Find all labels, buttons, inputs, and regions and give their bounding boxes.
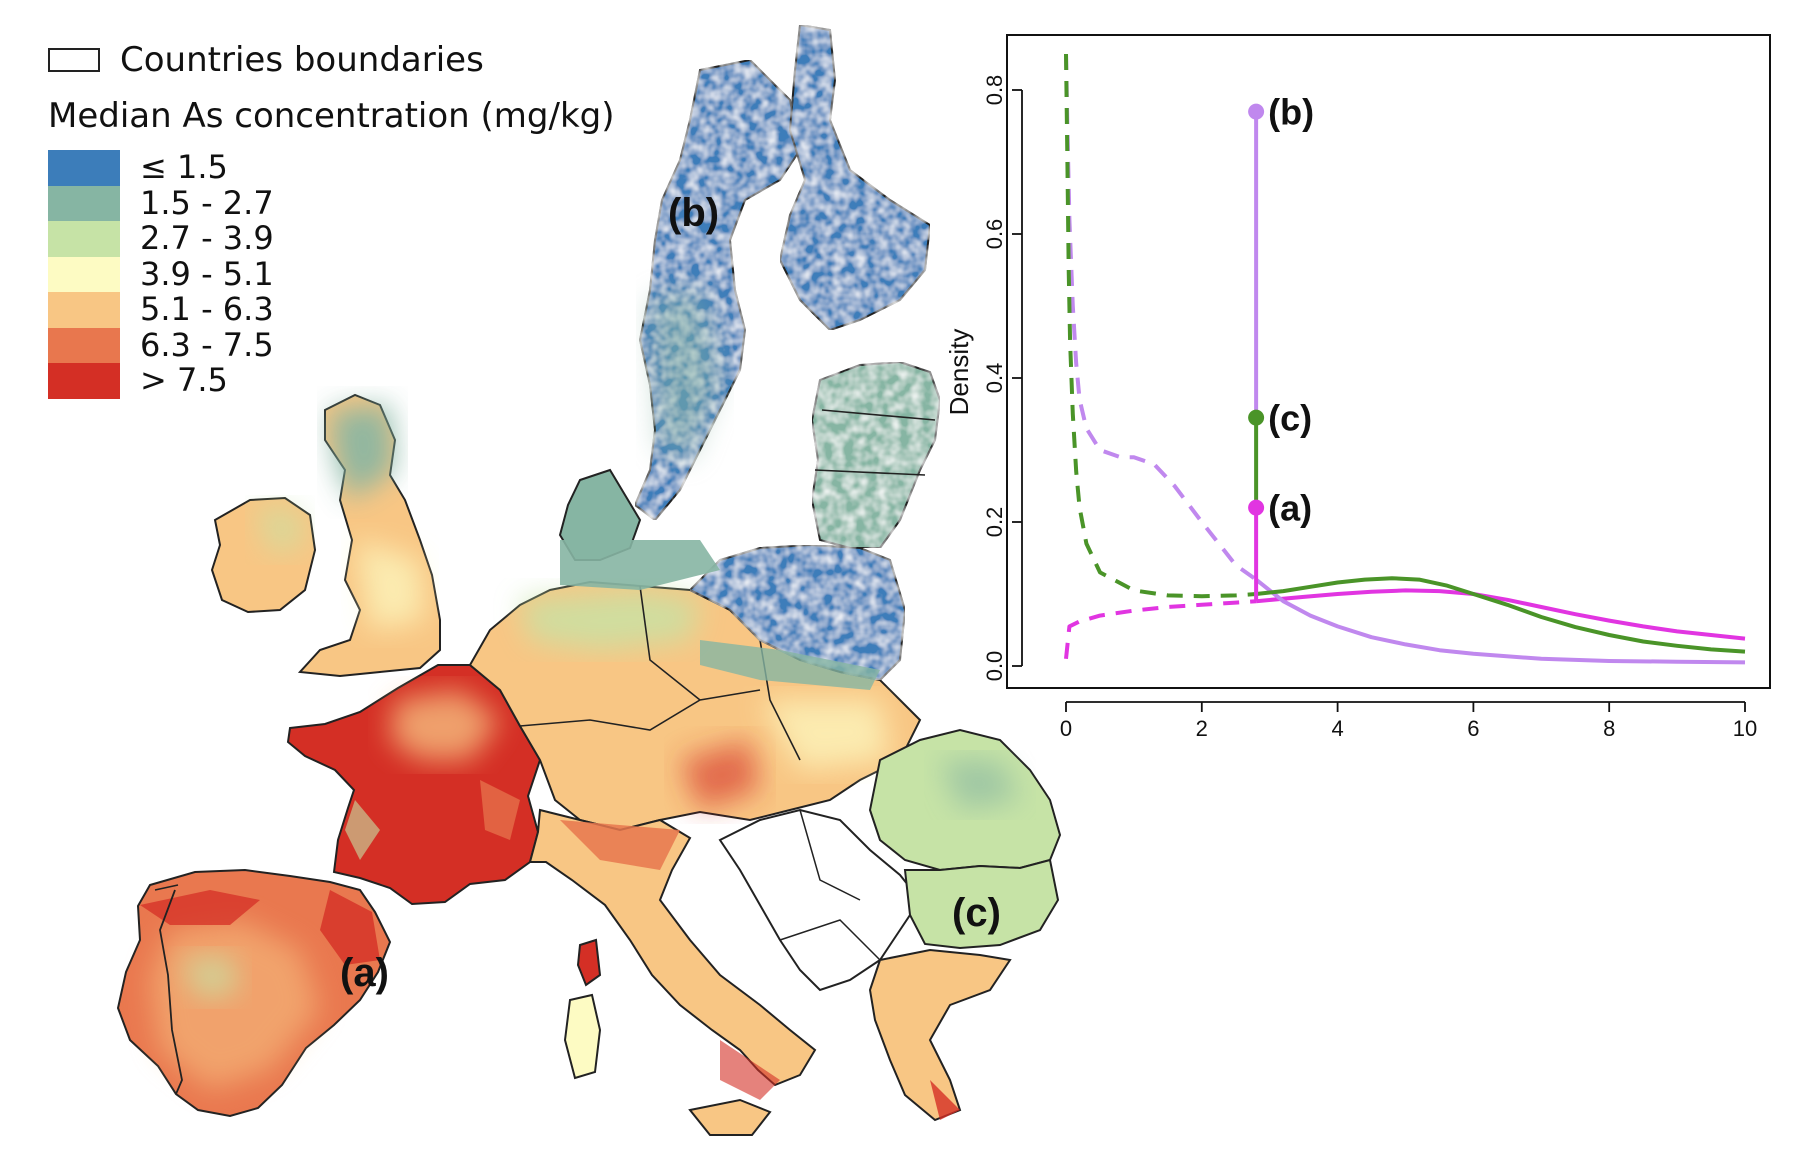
legend-class-label: 1.5 - 2.7: [140, 183, 274, 222]
y-tick-label: 0.6: [982, 219, 1007, 250]
balkans-region: [718, 808, 922, 992]
legend-classes: ≤ 1.5 1.5 - 2.7 2.7 - 3.9 3.9 - 5.1 5.1 - 6.…: [48, 150, 615, 399]
legend-class-0: ≤ 1.5: [48, 150, 615, 186]
threshold-marker-2: [1248, 409, 1265, 426]
y-tick-label: 0.2: [982, 507, 1007, 538]
markers: (a) (b) (c): [1248, 92, 1314, 602]
country-baltics: [810, 360, 942, 549]
marker-label-1: (b): [1268, 92, 1314, 133]
legend-class-3: 3.9 - 5.1: [48, 254, 615, 293]
y-tick-label: 0.8: [982, 75, 1007, 106]
boundaries-legend-entry: Countries boundaries: [48, 40, 615, 80]
marker-label-0: (a): [1268, 488, 1312, 529]
y-axis-label: Density: [944, 329, 974, 416]
x-tick-label: 8: [1603, 716, 1615, 741]
legend-swatch: [48, 150, 120, 186]
plot-frame: [1006, 34, 1771, 689]
country-uk: [297, 393, 441, 678]
italy-region: [528, 808, 817, 1087]
density-curve-solid-1: [1254, 578, 1746, 665]
greece-region: [868, 948, 1012, 1122]
poland-region: [688, 543, 907, 682]
bulgaria-region: [903, 858, 1060, 950]
country-poland: [688, 543, 907, 690]
legend-class-1: 1.5 - 2.7: [48, 183, 615, 222]
map-label-b: (b): [668, 191, 719, 235]
legend-swatch: [48, 292, 120, 328]
country-central-europe: [468, 580, 922, 832]
y-tick-label: 0.4: [982, 363, 1007, 394]
legend-swatch: [48, 363, 120, 399]
legend-class-4: 5.1 - 6.3: [48, 292, 615, 328]
country-ireland: [210, 496, 317, 614]
density-curve-dashed-2: [1064, 53, 1257, 599]
legend-class-6: > 7.5: [48, 363, 615, 399]
country-italy: [528, 808, 817, 1136]
threshold-marker-1: [1248, 103, 1265, 120]
x-tick-label: 6: [1467, 716, 1479, 741]
density-curve-dashed-0: [1064, 599, 1257, 660]
country-romania: [868, 728, 1062, 872]
density-curve-dashed-1: [1064, 53, 1258, 582]
legend-title: Median As concentration (mg/kg): [48, 96, 615, 136]
legend-class-label: 2.7 - 3.9: [140, 219, 274, 258]
legend-class-label: ≤ 1.5: [140, 148, 228, 187]
balkans-no-data: [718, 808, 922, 992]
legend-class-label: > 7.5: [140, 361, 228, 400]
map-label-a: (a): [340, 951, 389, 995]
legend-swatch: [48, 327, 120, 363]
marker-label-2: (c): [1268, 398, 1312, 439]
density-curve-solid-0: [1255, 588, 1746, 641]
country-bulgaria: [903, 858, 1060, 950]
legend-class-label: 3.9 - 5.1: [140, 254, 274, 293]
country-spain-portugal: [116, 868, 392, 1118]
y-tick-label: 0.0: [982, 651, 1007, 682]
x-tick-label: 4: [1331, 716, 1343, 741]
legend-class-2: 2.7 - 3.9: [48, 221, 615, 257]
baltics-region: [810, 360, 942, 549]
density-curve-solid-2: [1255, 576, 1746, 654]
axes: 0 2 4 6 8 10 0.0 0.2 0.4 0.6 0.8: [982, 75, 1757, 741]
legend-class-label: 5.1 - 6.3: [140, 290, 274, 329]
legend-swatch: [48, 221, 120, 257]
sicily-region: [688, 1098, 772, 1136]
map-legend: Countries boundaries Median As concentra…: [48, 40, 615, 399]
country-denmark: [558, 468, 720, 590]
boundaries-label: Countries boundaries: [120, 40, 484, 80]
legend-swatch: [48, 256, 120, 292]
boundary-swatch: [48, 48, 100, 72]
corsica-region: [576, 938, 602, 987]
threshold-marker-0: [1248, 499, 1265, 516]
curves: [1064, 53, 1746, 665]
x-tick-label: 0: [1060, 716, 1072, 741]
country-france: [286, 664, 542, 906]
finland-region: [778, 23, 932, 332]
x-tick-label: 2: [1196, 716, 1208, 741]
legend-class-5: 6.3 - 7.5: [48, 325, 615, 364]
x-tick-label: 10: [1733, 716, 1757, 741]
sardinia-region: [563, 993, 602, 1080]
legend-class-label: 6.3 - 7.5: [140, 325, 274, 364]
map-label-c: (c): [952, 891, 1001, 935]
country-sweden: [633, 58, 802, 522]
country-greece: [868, 948, 1012, 1122]
country-finland: [778, 23, 932, 332]
legend-swatch: [48, 185, 120, 221]
